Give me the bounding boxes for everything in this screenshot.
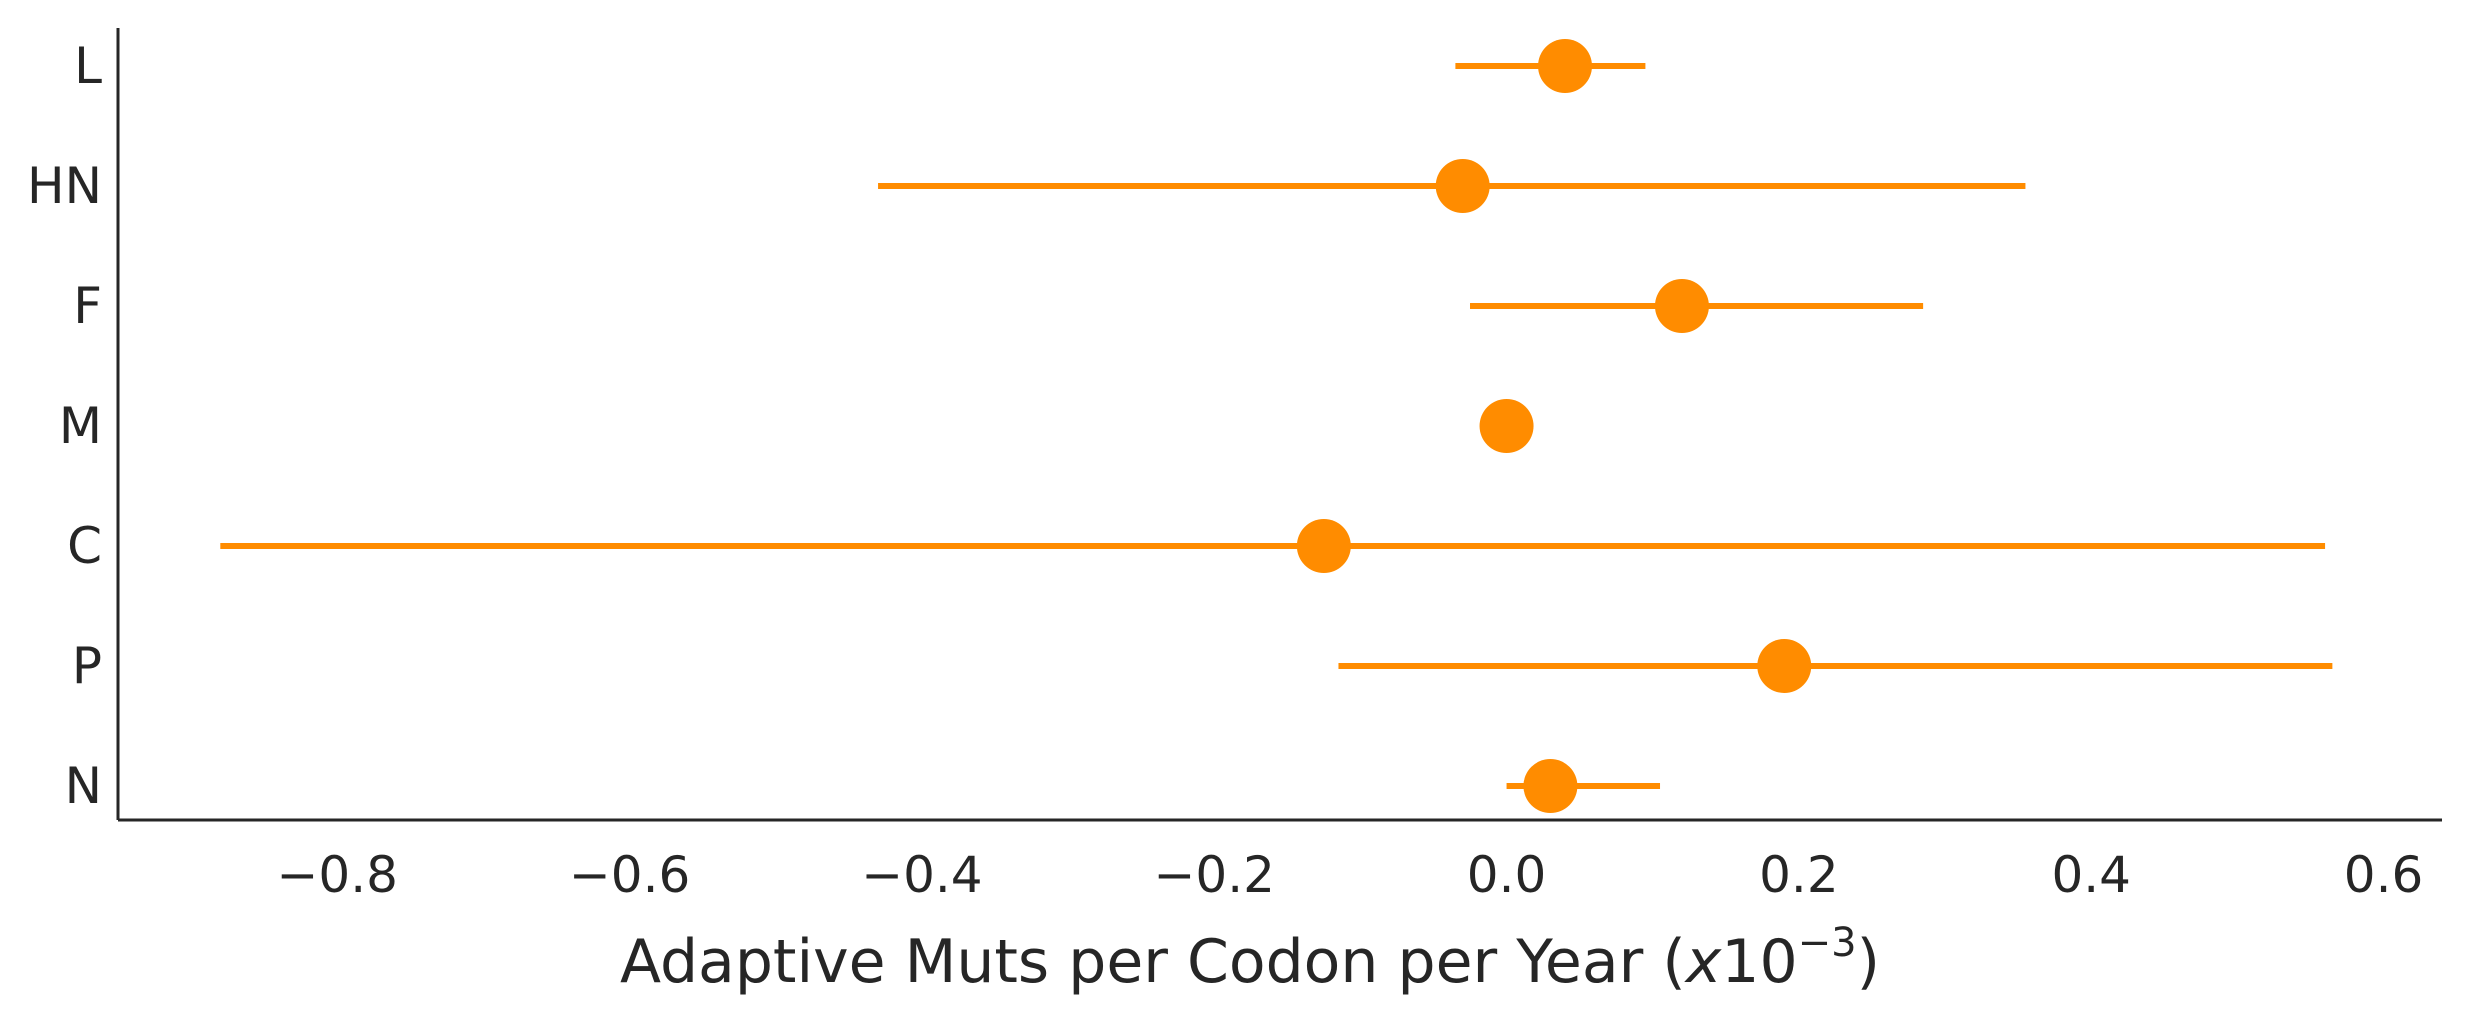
points — [1296, 39, 1812, 813]
y-tick-label-c: C — [67, 517, 102, 575]
y-tick-label-hn: HN — [27, 157, 102, 215]
y-tick-label-l: L — [74, 37, 102, 95]
y-tick-label-f: F — [73, 277, 102, 335]
x-tick-label: 0.4 — [2051, 846, 2131, 904]
x-tick-label: −0.2 — [1154, 846, 1275, 904]
y-tick-labels: L HN F M C P N — [27, 37, 102, 815]
point-n — [1523, 759, 1578, 813]
x-axis-title-close: ) — [1857, 927, 1880, 997]
x-tick-labels: −0.8 −0.6 −0.4 −0.2 0.0 0.2 0.4 0.6 — [277, 846, 2424, 904]
x-axis-title: Adaptive Muts per Codon per Year (x10−3) — [620, 920, 1880, 997]
point-c — [1296, 519, 1351, 573]
x-tick-label: 0.6 — [2344, 846, 2424, 904]
x-axis-title-text: Adaptive Muts per Codon per Year ( — [620, 927, 1686, 997]
point-hn — [1435, 159, 1490, 213]
x-axis-title-base: 10 — [1721, 927, 1797, 997]
y-tick-label-n: N — [65, 757, 102, 815]
y-tick-label-m: M — [59, 397, 102, 455]
x-tick-label: −0.6 — [569, 846, 690, 904]
x-tick-label: −0.4 — [861, 846, 982, 904]
x-axis-title-unit: x — [1684, 927, 1722, 997]
point-p — [1757, 639, 1812, 693]
x-tick-label: 0.2 — [1759, 846, 1839, 904]
x-axis-title-exponent: −3 — [1798, 920, 1857, 966]
error-bars — [220, 63, 2333, 789]
x-tick-label: 0.0 — [1467, 846, 1547, 904]
axes — [116, 28, 2442, 822]
point-l — [1538, 39, 1593, 93]
point-f — [1654, 279, 1709, 333]
point-m — [1479, 399, 1534, 453]
x-tick-label: −0.8 — [277, 846, 398, 904]
y-tick-label-p: P — [72, 637, 102, 695]
